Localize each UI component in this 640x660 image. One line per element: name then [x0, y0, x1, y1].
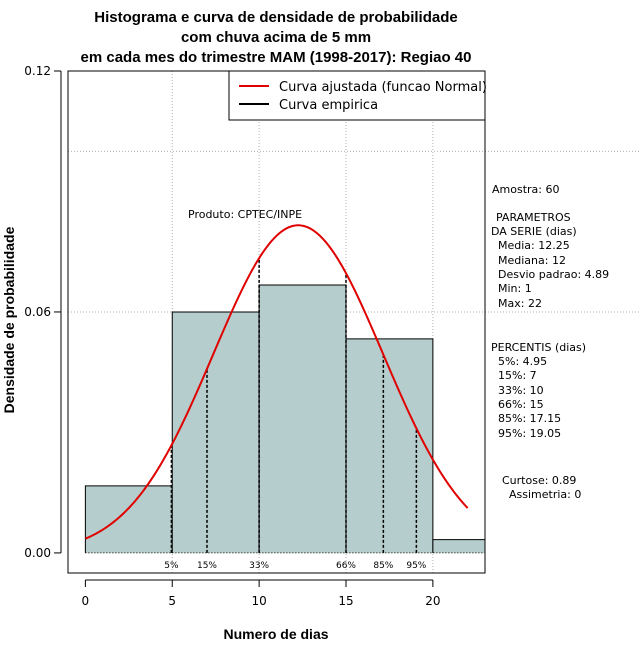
chart-title-line-2: com chuva acima de 5 mm	[181, 29, 371, 46]
param-min: Min: 1	[498, 282, 532, 295]
x-tick-label-4: 20	[425, 594, 440, 608]
percentile-label-4: 85%	[373, 561, 393, 571]
percentile-label-3: 66%	[336, 561, 356, 571]
product-annotation: Produto: CPTEC/INPE	[188, 208, 302, 221]
histogram-bar-4	[432, 539, 485, 553]
percentis-title: PERCENTIS (dias)	[491, 341, 586, 354]
x-tick-label-0: 0	[82, 594, 90, 608]
histogram-bar-0	[85, 485, 173, 553]
histogram-bar-1	[172, 311, 260, 553]
y-tick-label-0: 0.00	[24, 546, 51, 560]
assimetria-value: Assimetria: 0	[509, 488, 581, 501]
chart-title-line-3: em cada mes do trimestre MAM (1998-2017)…	[81, 49, 472, 66]
x-tick-label-3: 15	[338, 594, 353, 608]
percentile-label-2: 33%	[249, 561, 269, 571]
y-axis: 0.00 0.06 0.12	[24, 64, 62, 560]
sample-size: Amostra: 60	[492, 183, 559, 196]
curtose-value: Curtose: 0.89	[502, 474, 576, 487]
y-axis-label: Densidade de probabilidade	[1, 226, 17, 413]
x-tick-label-1: 5	[168, 594, 176, 608]
percentil-15: 15%: 7	[498, 369, 537, 382]
histogram-bar-outline-4	[432, 539, 485, 553]
percentil-66: 66%: 15	[498, 398, 544, 411]
percentil-85: 85%: 17.15	[498, 412, 561, 425]
chart-title-line-1: Histograma e curva de densidade de proba…	[94, 9, 457, 26]
percentil-33: 33%: 10	[498, 384, 544, 397]
param-max: Max: 22	[498, 297, 542, 310]
percentile-markers: 5% 15% 33% 66% 85% 95%	[164, 258, 427, 571]
legend-label-normal: Curva ajustada (funcao Normal)	[279, 80, 487, 95]
histogram-bar-2	[259, 285, 346, 553]
params-title-1: PARAMETROS	[496, 211, 571, 224]
normal-fit-curve	[84, 224, 469, 540]
grid-lines	[68, 71, 640, 573]
legend: Curva ajustada (funcao Normal) Curva emp…	[228, 70, 487, 121]
normal-curve-layer	[84, 224, 469, 540]
percentile-label-1: 15%	[197, 561, 217, 571]
legend-box	[228, 70, 486, 121]
percentil-95: 95%: 19.05	[498, 427, 561, 440]
x-axis-label: Numero de dias	[223, 626, 328, 642]
legend-label-empirical: Curva empirica	[279, 98, 378, 113]
param-media: Media: 12.25	[498, 239, 570, 252]
y-tick-label-2: 0.12	[24, 64, 51, 78]
percentile-label-0: 5%	[164, 561, 179, 571]
x-tick-label-2: 10	[251, 594, 266, 608]
statistics-panel: Amostra: 60 PARAMETROS DA SERIE (dias) M…	[491, 183, 609, 501]
x-axis: 0 5 10 15 20	[82, 579, 441, 608]
histogram-bar-3	[346, 338, 433, 553]
percentile-label-5: 95%	[406, 561, 426, 571]
percentil-5: 5%: 4.95	[498, 355, 547, 368]
param-desvio: Desvio padrao: 4.89	[498, 268, 609, 281]
param-mediana: Mediana: 12	[498, 254, 566, 267]
y-tick-label-1: 0.06	[24, 305, 51, 319]
histogram-bars	[84, 284, 485, 554]
params-title-2: DA SERIE (dias)	[491, 225, 577, 238]
